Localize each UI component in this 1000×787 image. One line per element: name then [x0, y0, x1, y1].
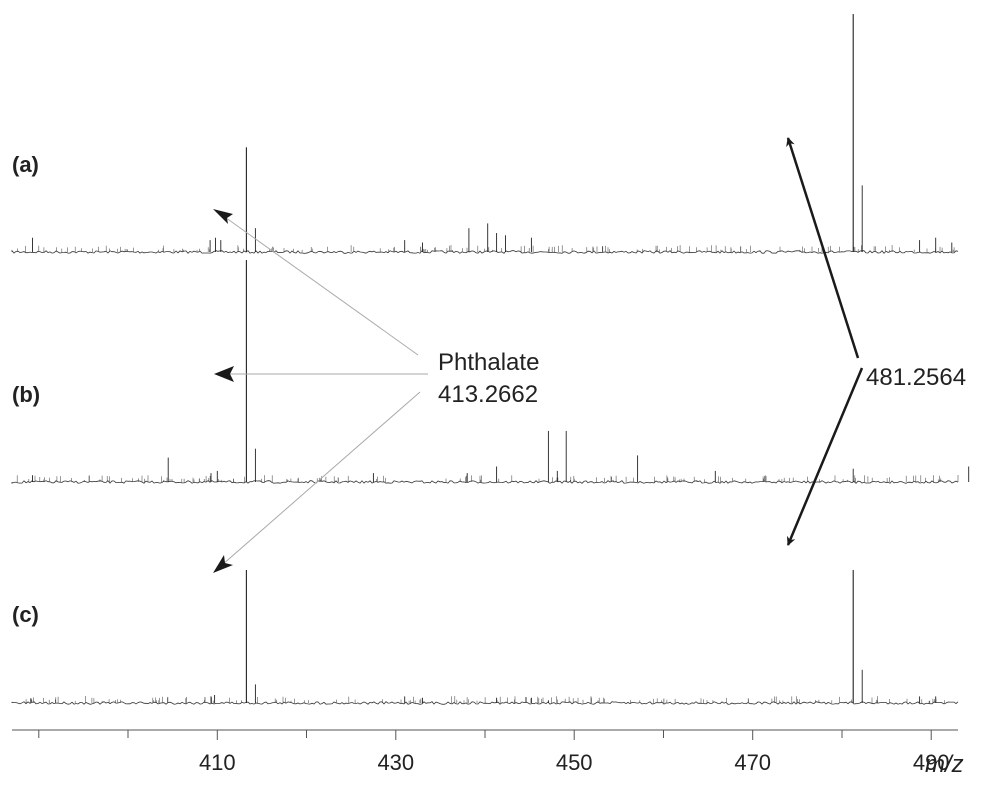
- panel-label-c: (c): [12, 602, 39, 627]
- x-tick-label: 470: [734, 750, 771, 775]
- baseline-panel-2: [11, 480, 959, 484]
- phthalate-arrow-c: [221, 391, 421, 566]
- phthalate-arrowhead-c: [213, 555, 233, 573]
- x-tick-label: 450: [556, 750, 593, 775]
- x-tick-label: 410: [199, 750, 236, 775]
- peak-481-arrows: [786, 137, 864, 546]
- x-axis: 410 430 450 470 490: [12, 729, 958, 775]
- x-tick-label: 430: [377, 750, 414, 775]
- phthalate-annotation-mz: 413.2662: [438, 381, 538, 408]
- peak-481-arrow-c: [786, 367, 864, 546]
- x-tick-label: 490: [913, 750, 950, 775]
- peak-481-arrow-a: [786, 137, 860, 359]
- phthalate-arrow-a: [221, 214, 419, 356]
- spectrum-peaks: [32, 14, 970, 703]
- phthalate-arrowhead-b: [214, 366, 234, 382]
- phthalate-annotation-name: Phthalate: [438, 349, 539, 376]
- panel-label-b: (b): [12, 382, 40, 407]
- peak-481-annotation: 481.2564: [866, 364, 966, 391]
- x-axis-title: m/z: [925, 751, 964, 778]
- phthalate-arrowhead-a: [213, 209, 233, 224]
- panel-label-a: (a): [12, 152, 39, 177]
- phthalate-arrows: [213, 209, 428, 573]
